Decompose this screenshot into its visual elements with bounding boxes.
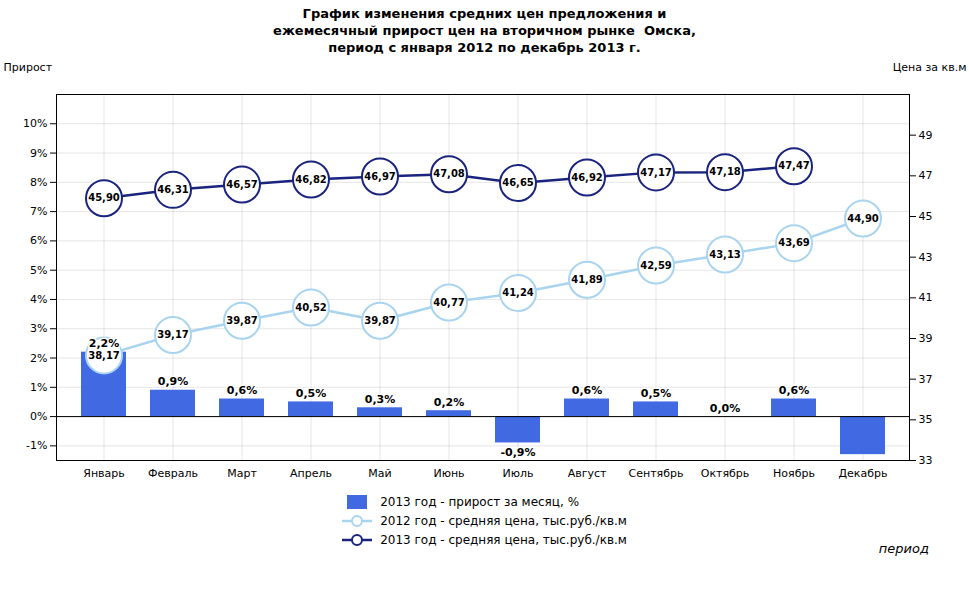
svg-text:Июль: Июль	[502, 467, 533, 480]
html-text:График изменения средних цен п: График изменения средних цен предложения…	[273, 6, 696, 55]
svg-text:0,6%: 0,6%	[572, 384, 603, 397]
svg-text:4%: 4%	[30, 293, 47, 306]
svg-text:43,13: 43,13	[709, 249, 741, 260]
svg-text:42,59: 42,59	[640, 260, 672, 271]
svg-text:44,90: 44,90	[847, 213, 879, 224]
svg-text:Цена за кв.м: Цена за кв.м	[893, 61, 967, 74]
svg-text:Апрель: Апрель	[290, 467, 332, 480]
svg-text:7%: 7%	[30, 205, 47, 218]
svg-text:47,47: 47,47	[778, 160, 810, 171]
svg-text:-0,9%: -0,9%	[500, 446, 535, 459]
svg-text:40,52: 40,52	[295, 302, 327, 313]
svg-text:0,5%: 0,5%	[641, 387, 672, 400]
svg-text:45,90: 45,90	[88, 192, 120, 203]
svg-text:Май: Май	[368, 467, 391, 480]
html-text:период: период	[878, 541, 929, 556]
svg-text:Июнь: Июнь	[433, 467, 464, 480]
svg-text:0,3%: 0,3%	[365, 393, 396, 406]
html-text:2012 год - средняя цена, тыс.р: 2012 год - средняя цена, тыс.руб./кв.м	[380, 513, 627, 528]
svg-text:0%: 0%	[30, 410, 47, 423]
svg-text:39: 39	[919, 332, 933, 345]
svg-text:39,17: 39,17	[157, 329, 189, 340]
svg-text:Февраль: Февраль	[148, 467, 198, 480]
svg-text:Прирост: Прирост	[4, 61, 53, 74]
svg-text:46,97: 46,97	[364, 171, 396, 182]
svg-text:39,87: 39,87	[364, 315, 396, 326]
svg-text:0,5%: 0,5%	[296, 387, 327, 400]
svg-text:46,57: 46,57	[226, 179, 258, 190]
svg-text:41,24: 41,24	[502, 287, 534, 298]
svg-text:43: 43	[919, 251, 933, 264]
svg-text:Декабрь: Декабрь	[839, 467, 888, 480]
svg-text:47,18: 47,18	[709, 166, 741, 177]
html-text:2013 год - средняя цена, тыс.р: 2013 год - средняя цена, тыс.руб./кв.м	[380, 532, 627, 547]
svg-text:2%: 2%	[30, 352, 47, 365]
svg-text:0,9%: 0,9%	[158, 375, 189, 388]
svg-text:40,77: 40,77	[433, 297, 465, 308]
svg-text:2,2%: 2,2%	[89, 337, 120, 350]
svg-text:41: 41	[919, 291, 933, 304]
svg-text:5%: 5%	[30, 264, 47, 277]
html-text:2013 год - прирост за месяц, %: 2013 год - прирост за месяц, %	[380, 494, 579, 509]
svg-text:47: 47	[919, 169, 933, 182]
svg-text:Январь: Январь	[83, 467, 125, 480]
svg-text:46,31: 46,31	[157, 184, 189, 195]
svg-text:9%: 9%	[30, 147, 47, 160]
svg-text:Сентябрь: Сентябрь	[629, 467, 684, 480]
svg-text:41,89: 41,89	[571, 274, 603, 285]
svg-text:-1%: -1%	[26, 439, 47, 452]
svg-text:47,17: 47,17	[640, 167, 672, 178]
svg-text:38,17: 38,17	[88, 350, 120, 361]
svg-text:47,08: 47,08	[433, 168, 465, 179]
svg-text:Март: Март	[227, 467, 257, 480]
svg-text:0,2%: 0,2%	[434, 396, 465, 409]
svg-text:45: 45	[919, 210, 933, 223]
svg-text:6%: 6%	[30, 234, 47, 247]
svg-text:0,0%: 0,0%	[710, 402, 741, 415]
svg-text:46,92: 46,92	[571, 172, 603, 183]
svg-text:37: 37	[919, 373, 933, 386]
svg-text:33: 33	[919, 454, 933, 467]
svg-text:46,65: 46,65	[502, 177, 534, 188]
svg-text:Ноябрь: Ноябрь	[773, 467, 815, 480]
svg-text:39,87: 39,87	[226, 315, 258, 326]
svg-text:Август: Август	[568, 467, 607, 480]
svg-text:35: 35	[919, 413, 933, 426]
svg-text:46,82: 46,82	[295, 174, 327, 185]
svg-text:8%: 8%	[30, 176, 47, 189]
svg-text:Октябрь: Октябрь	[701, 467, 750, 480]
svg-text:49: 49	[919, 129, 933, 142]
svg-text:0,6%: 0,6%	[227, 384, 258, 397]
svg-text:43,69: 43,69	[778, 237, 810, 248]
svg-text:10%: 10%	[23, 117, 47, 130]
svg-text:0,6%: 0,6%	[779, 384, 810, 397]
svg-text:3%: 3%	[30, 322, 47, 335]
svg-text:1%: 1%	[30, 381, 47, 394]
